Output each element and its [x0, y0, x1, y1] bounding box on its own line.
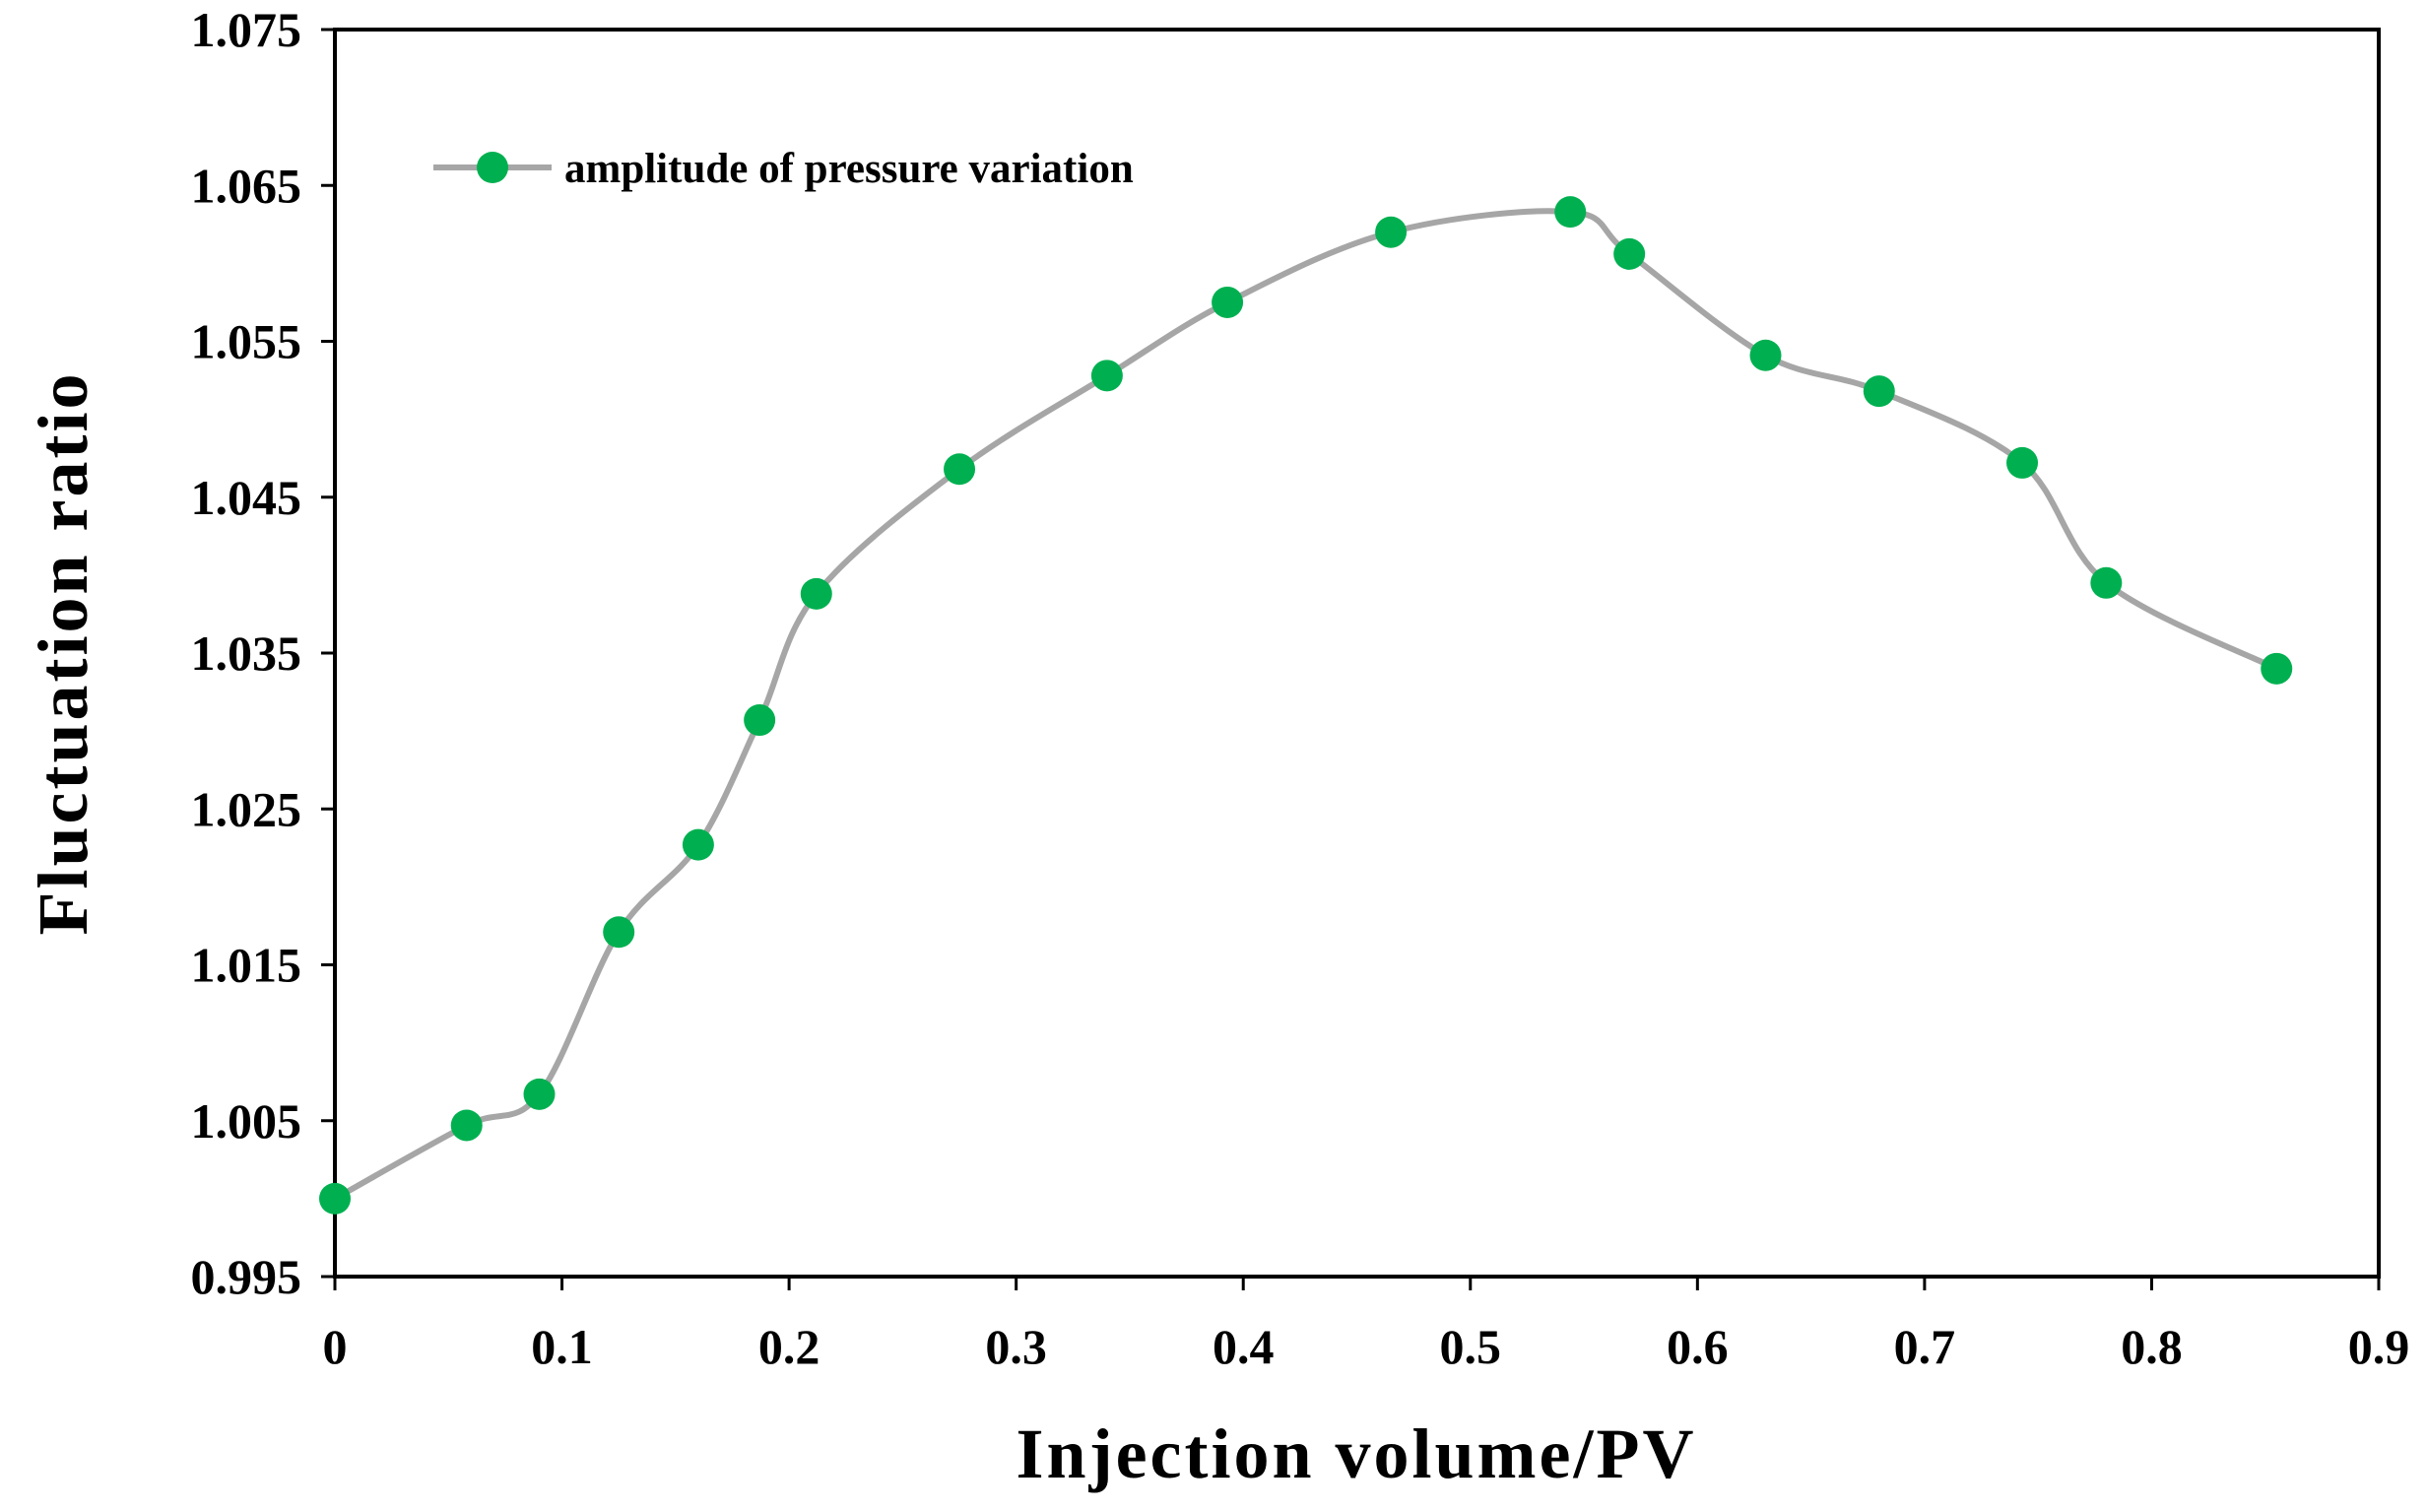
data-point: [2006, 446, 2039, 479]
x-tick-label: 0.4: [1213, 1319, 1275, 1374]
x-tick-label: 0.9: [2348, 1319, 2410, 1374]
x-tick-label: 0.8: [2121, 1319, 2183, 1374]
data-point: [944, 453, 976, 486]
x-tick-label: 0.7: [1894, 1319, 1956, 1374]
data-point: [319, 1182, 351, 1215]
y-axis-ticks: 0.995 1.005 1.015 1.025 1.035 1.045 1.055 1.065…: [191, 2, 335, 1304]
y-tick-label: 1.055: [191, 314, 302, 369]
legend: amplitude of pressure variation: [433, 146, 1134, 192]
y-tick-label: 1.005: [191, 1093, 302, 1149]
series-layer: [319, 196, 2293, 1215]
y-tick-label: 0.995: [191, 1249, 302, 1304]
x-axis-ticks: 0 0.1 0.2 0.3 0.4 0.5 0.6 0.7 0.8 0.9: [323, 1277, 2410, 1374]
y-tick-label: 1.025: [191, 781, 302, 836]
legend-label: amplitude of pressure variation: [564, 146, 1134, 192]
data-point: [800, 577, 832, 610]
y-axis-title: Fluctuation ratio: [24, 371, 102, 936]
x-tick-label: 0: [323, 1319, 348, 1374]
y-tick-label: 1.015: [191, 938, 302, 993]
data-point: [1613, 237, 1646, 270]
data-point: [1554, 196, 1587, 229]
series-line: [332, 208, 2280, 1202]
data-point: [1863, 375, 1895, 408]
data-point: [1749, 339, 1782, 371]
x-tick-label: 0.5: [1440, 1319, 1502, 1374]
y-tick-label: 1.035: [191, 625, 302, 681]
y-tick-label: 1.065: [191, 158, 302, 213]
y-tick-label: 1.075: [191, 2, 302, 57]
data-point: [2261, 652, 2293, 685]
data-point: [1090, 360, 1123, 392]
y-tick-label: 1.045: [191, 470, 302, 525]
legend-marker-sample: [477, 152, 508, 183]
x-tick-label: 0.1: [531, 1319, 593, 1374]
data-point: [1212, 286, 1244, 318]
data-point: [2090, 566, 2123, 599]
data-point: [1375, 216, 1408, 248]
data-point: [450, 1109, 483, 1142]
x-tick-label: 0.6: [1667, 1319, 1729, 1374]
x-axis-title: Injection volume/PV: [1017, 1414, 1697, 1493]
x-tick-label: 0.3: [985, 1319, 1047, 1374]
data-point: [744, 704, 776, 737]
data-point: [523, 1078, 556, 1110]
data-point: [603, 916, 635, 949]
data-point: [682, 828, 714, 861]
plot-area-frame: [333, 28, 2381, 1279]
x-tick-label: 0.2: [758, 1319, 820, 1374]
